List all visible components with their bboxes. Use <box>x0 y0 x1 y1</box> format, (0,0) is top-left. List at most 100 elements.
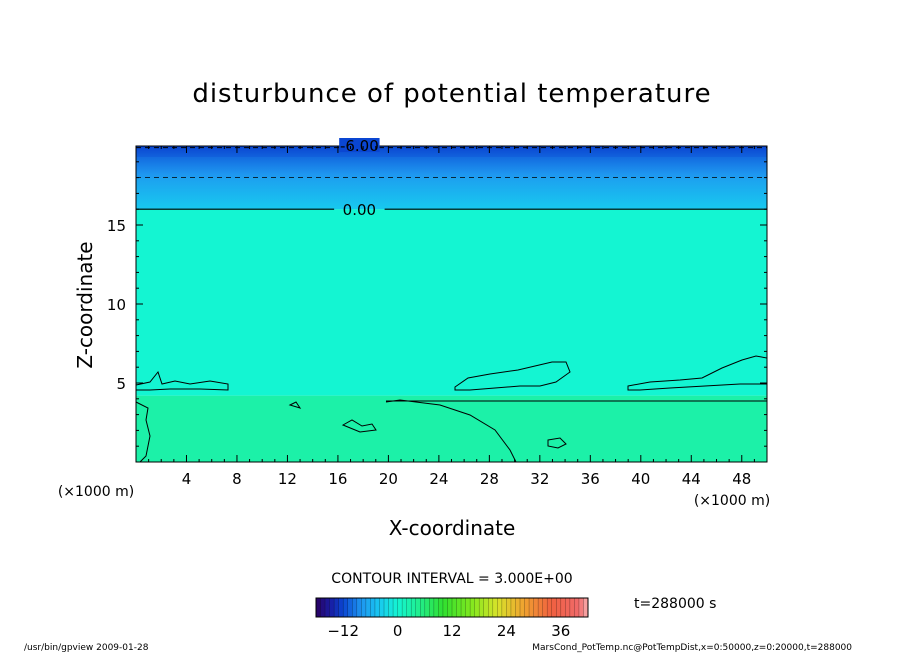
colorbar-cell <box>361 598 367 617</box>
colorbar-cell <box>347 598 353 617</box>
colorbar-cell <box>533 598 539 617</box>
colorbar-cell <box>461 598 466 617</box>
contour-blob <box>288 401 302 409</box>
colorbar-cell <box>420 598 426 617</box>
colorbar-cell <box>343 598 349 617</box>
colorbar-tick-label: 36 <box>551 622 570 640</box>
contour-blob <box>135 370 229 391</box>
colorbar-cell <box>329 598 335 617</box>
colorbar-cell <box>442 598 448 617</box>
colorbar-cell <box>379 598 385 617</box>
x-tick-label: 12 <box>278 470 297 488</box>
colorbar-cell <box>374 598 380 617</box>
colorbar-cell <box>447 598 453 617</box>
colorbar-cell <box>384 598 389 617</box>
colorbar-cell <box>424 598 430 617</box>
y-tick-label: 15 <box>107 217 126 235</box>
colorbar-cell <box>415 598 421 617</box>
x-axis-unit-right: (×1000 m) <box>694 493 770 509</box>
contour-label-neg6: -6.00 <box>340 137 379 155</box>
colorbar-cell <box>551 598 557 617</box>
colorbar-cell <box>393 598 398 617</box>
colorbar-cell <box>397 598 403 617</box>
colorbar-cell <box>569 598 575 617</box>
x-tick-label: 44 <box>682 470 701 488</box>
colorbar-cell <box>556 598 562 617</box>
contour-label-zero: 0.00 <box>343 201 376 219</box>
x-tick-label: 32 <box>530 470 549 488</box>
colorbar-ticks: −12 0 12 24 36 <box>327 622 570 640</box>
colorbar-cell <box>492 598 498 617</box>
colorbar-cell <box>402 598 407 617</box>
colorbar-cell <box>488 598 494 617</box>
colorbar-cell <box>411 598 417 617</box>
x-tick-label: 24 <box>429 470 448 488</box>
colorbar-cell <box>501 598 507 617</box>
colorbar-cell <box>338 598 344 617</box>
colorbar-cell <box>406 598 412 617</box>
colorbar-cell <box>479 598 485 617</box>
colorbar-cell <box>542 598 548 617</box>
colorbar-cell <box>520 598 525 617</box>
x-axis-unit-left: (×1000 m) <box>58 484 134 500</box>
contour-blob <box>135 401 151 463</box>
colorbar-cell <box>524 598 530 617</box>
x-axis-ticks: 4 8 12 16 20 24 28 32 36 40 44 48 <box>148 146 755 488</box>
colorbar-cell <box>497 598 503 617</box>
y-tick-label: 10 <box>107 296 126 314</box>
colorbar-cell <box>365 598 371 617</box>
colorbar-cell <box>560 598 566 617</box>
colorbar-cell <box>474 598 480 617</box>
colorbar-cell <box>538 598 543 617</box>
colorbar-cell <box>325 598 330 617</box>
contour-label-bg <box>339 138 380 152</box>
x-tick-label: 20 <box>379 470 398 488</box>
x-axis-label: X-coordinate <box>389 516 516 540</box>
colorbar-tick-label: −12 <box>327 622 359 640</box>
y-tick-label: 5 <box>116 375 126 393</box>
colorbar-cell <box>388 598 394 617</box>
colorbar-cell <box>433 598 439 617</box>
colorbar-cell <box>456 598 462 617</box>
colorbar-cell <box>370 598 376 617</box>
x-tick-label: 8 <box>232 470 242 488</box>
field-band <box>136 209 767 396</box>
colorbar-tick-label: 12 <box>442 622 461 640</box>
x-tick-label: 48 <box>732 470 751 488</box>
footer-left: /usr/bin/gpview 2009-01-28 <box>24 643 149 653</box>
contour-blob <box>454 361 571 391</box>
time-label: t=288000 s <box>634 596 716 612</box>
contour-blob <box>547 437 567 449</box>
colorbar-cell <box>565 598 571 617</box>
colorbar-cell <box>515 598 521 617</box>
contour-blob <box>385 399 517 463</box>
colorbar-cell <box>578 598 584 617</box>
colorbar-cell <box>547 598 553 617</box>
contour-lines: 0.00 -6.00 <box>135 137 768 463</box>
colorbar-tick-label: 0 <box>393 622 403 640</box>
colorbar-cell <box>583 598 589 617</box>
colorbar-cell <box>510 598 516 617</box>
x-tick-label: 28 <box>480 470 499 488</box>
contour-interval-label: CONTOUR INTERVAL = 3.000E+00 <box>331 571 572 587</box>
colorbar-cell <box>465 598 471 617</box>
y-axis-label: Z-coordinate <box>73 241 97 368</box>
colorbar-cell <box>574 598 580 617</box>
colorbar-cell <box>352 598 358 617</box>
x-tick-label: 40 <box>631 470 650 488</box>
colorbar-cell <box>438 598 444 617</box>
colorbar-cell <box>316 598 321 617</box>
contour-blob <box>627 355 768 391</box>
colorbar-cell <box>506 598 512 617</box>
colorbar-cell <box>529 598 534 617</box>
chart-title: disturbunce of potential temperature <box>192 79 711 109</box>
colorbar-frame <box>315 597 589 618</box>
field-band <box>136 395 767 462</box>
colorbar-cell <box>429 598 435 617</box>
footer-right: MarsCond_PotTemp.nc@PotTempDist,x=0:5000… <box>532 643 852 653</box>
plot-area <box>135 145 768 463</box>
x-tick-label: 4 <box>182 470 192 488</box>
colorbar-cell <box>452 598 457 617</box>
y-axis-ticks: 5 10 15 <box>107 161 767 447</box>
